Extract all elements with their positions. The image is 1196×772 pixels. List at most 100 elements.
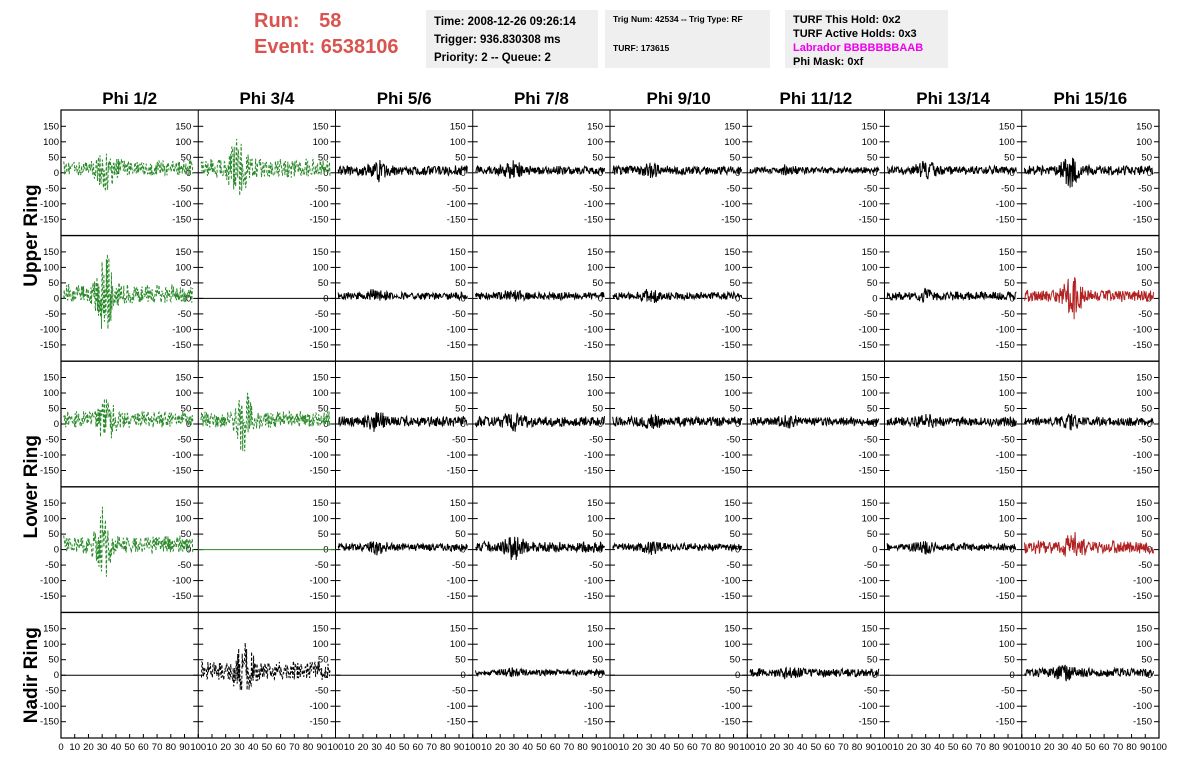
trig-info-box: Trig Num: 42534 -- Trig Type: RF TURF: 1…	[605, 10, 770, 68]
waveform-trace	[612, 541, 743, 556]
y-tick-label: 50	[1141, 404, 1152, 415]
y-tick-label: 0	[1147, 670, 1152, 681]
y-tick-label: -150	[447, 717, 466, 728]
y-tick-label: 150	[862, 624, 878, 635]
y-tick-label: -100	[40, 576, 59, 587]
x-tick-label: 40	[934, 742, 945, 753]
y-tick-label: -150	[172, 214, 191, 225]
y-tick-label: 150	[724, 121, 740, 132]
y-tick-label: 0	[460, 419, 465, 430]
x-tick-label: 90	[591, 742, 602, 753]
y-tick-label: -150	[172, 591, 191, 602]
y-tick-label: 100	[862, 262, 878, 273]
turf-text: TURF: 173615	[613, 43, 670, 53]
y-tick-label: -100	[996, 199, 1015, 210]
y-tick-label: 150	[862, 498, 878, 509]
y-tick-label: 100	[862, 639, 878, 650]
x-tick-label: 50	[262, 742, 273, 753]
y-tick-label: -100	[447, 199, 466, 210]
x-tick-label: 70	[289, 742, 300, 753]
x-tick-label: 90	[728, 742, 739, 753]
y-tick-label: 50	[48, 404, 59, 415]
y-tick-label: 50	[455, 152, 466, 163]
x-tick-label: 10	[618, 742, 629, 753]
x-tick-label: 100	[190, 742, 206, 753]
y-tick-label: 100	[1136, 514, 1152, 525]
waveform-trace	[475, 667, 605, 678]
y-tick-label: -50	[1001, 686, 1015, 697]
ring-label: Lower Ring	[21, 435, 42, 538]
y-tick-label: 100	[999, 639, 1015, 650]
x-tick-label: 80	[303, 742, 314, 753]
x-tick-label: 60	[1099, 742, 1110, 753]
column-title: Phi 5/6	[377, 89, 432, 108]
waveform-trace	[337, 289, 468, 302]
y-tick-label: 50	[730, 152, 741, 163]
x-tick-label: 30	[1058, 742, 1069, 753]
y-tick-label: 100	[175, 388, 191, 399]
y-tick-label: 0	[460, 168, 465, 179]
column-title: Phi 9/10	[646, 89, 710, 108]
y-tick-label: 100	[724, 388, 740, 399]
y-tick-label: 150	[862, 121, 878, 132]
y-tick-label: 0	[598, 168, 603, 179]
y-tick-label: 150	[450, 373, 466, 384]
y-tick-label: -50	[452, 183, 466, 194]
y-tick-label: 50	[455, 655, 466, 666]
y-tick-label: -150	[447, 466, 466, 477]
y-tick-label: 50	[1004, 529, 1015, 540]
waveform-trace	[337, 541, 468, 556]
y-tick-label: 50	[1004, 404, 1015, 415]
y-tick-label: 50	[455, 278, 466, 289]
y-tick-label: 150	[450, 624, 466, 635]
x-tick-label: 20	[220, 742, 231, 753]
x-tick-label: 60	[550, 742, 561, 753]
y-tick-label: -150	[584, 340, 603, 351]
y-tick-label: 100	[43, 639, 59, 650]
column-title: Phi 1/2	[102, 89, 157, 108]
x-tick-label: 100	[1014, 742, 1030, 753]
y-tick-label: -100	[172, 576, 191, 587]
ring-label: Upper Ring	[21, 184, 42, 286]
time-text: Time: 2008-12-26 09:26:14	[434, 16, 576, 28]
y-tick-label: 100	[724, 262, 740, 273]
y-tick-label: 0	[1147, 419, 1152, 430]
y-tick-label: 50	[730, 529, 741, 540]
y-tick-label: 50	[1004, 655, 1015, 666]
y-tick-label: 50	[1141, 152, 1152, 163]
y-tick-label: 100	[313, 514, 329, 525]
y-tick-label: -50	[589, 560, 603, 571]
y-tick-label: 50	[1004, 278, 1015, 289]
y-tick-label: -50	[315, 686, 329, 697]
y-tick-label: -150	[172, 340, 191, 351]
y-tick-label: -150	[721, 214, 740, 225]
y-tick-label: 100	[587, 262, 603, 273]
ring-label: Nadir Ring	[21, 627, 42, 723]
y-tick-label: 50	[455, 404, 466, 415]
y-tick-label: 50	[318, 529, 329, 540]
y-tick-label: -50	[178, 183, 192, 194]
waveform-trace	[886, 160, 1017, 180]
y-tick-label: 150	[313, 498, 329, 509]
y-tick-label: -150	[1133, 717, 1152, 728]
x-tick-label: 70	[426, 742, 437, 753]
trigger-text: Trigger: 936.830308 ms	[434, 34, 561, 46]
y-tick-label: 100	[175, 137, 191, 148]
waveform-trace	[200, 642, 331, 691]
y-tick-label: -50	[864, 435, 878, 446]
y-tick-label: -150	[309, 340, 328, 351]
waveform-trace	[1024, 664, 1154, 682]
y-tick-label: -150	[40, 466, 59, 477]
y-tick-label: -50	[727, 435, 741, 446]
y-tick-label: 0	[1009, 545, 1014, 556]
y-tick-label: -150	[721, 591, 740, 602]
y-tick-label: -100	[721, 576, 740, 587]
y-tick-label: 100	[862, 137, 878, 148]
y-tick-label: -50	[452, 560, 466, 571]
y-tick-label: -50	[45, 309, 59, 320]
x-tick-label: 70	[564, 742, 575, 753]
phi-mask-text: Phi Mask: 0xf	[793, 56, 864, 68]
y-tick-label: -100	[172, 324, 191, 335]
y-tick-label: 150	[43, 247, 59, 258]
